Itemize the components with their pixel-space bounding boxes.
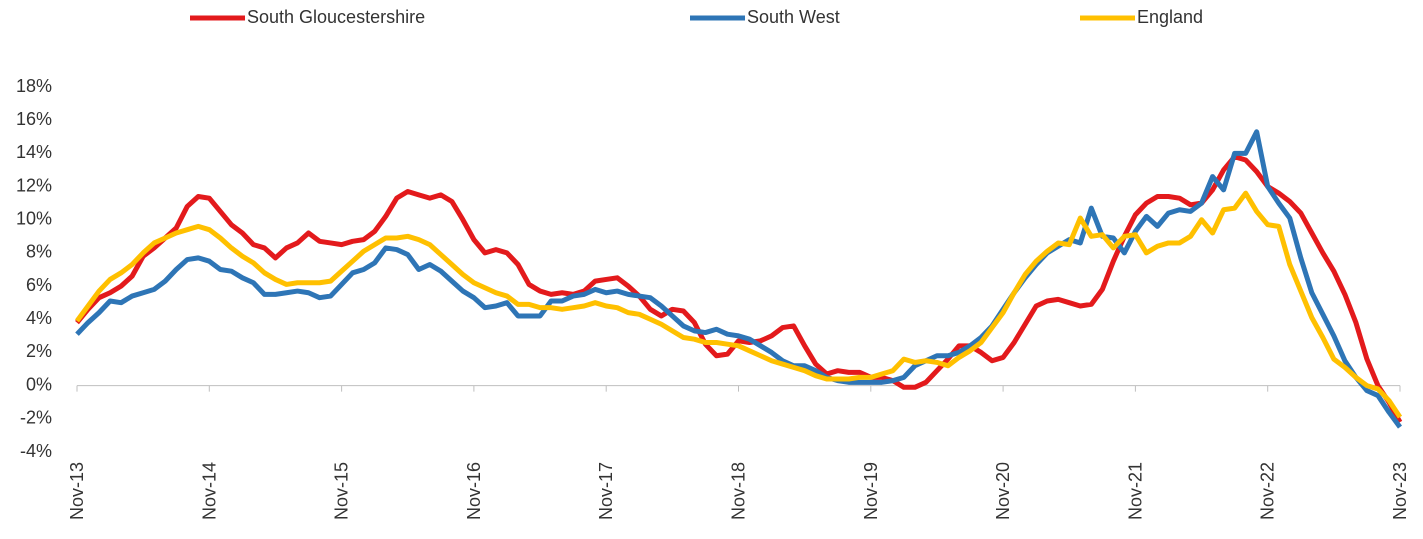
x-tick-label: Nov-22 xyxy=(1258,462,1278,520)
x-tick-label: Nov-17 xyxy=(596,462,616,520)
y-tick-label: 8% xyxy=(26,242,52,262)
y-tick-label: 4% xyxy=(26,308,52,328)
x-tick-label: Nov-16 xyxy=(464,462,484,520)
legend-label: England xyxy=(1137,7,1203,27)
x-tick-label: Nov-15 xyxy=(332,462,352,520)
series-line xyxy=(75,154,1403,424)
y-tick-label: 2% xyxy=(26,341,52,361)
y-tick-label: 16% xyxy=(16,109,52,129)
series-line xyxy=(75,129,1403,429)
y-tick-label: 0% xyxy=(26,374,52,394)
x-tick-label: Nov-14 xyxy=(199,462,219,520)
y-tick-label: 12% xyxy=(16,175,52,195)
legend-label: South West xyxy=(747,7,840,27)
x-tick-label: Nov-18 xyxy=(729,462,749,520)
y-tick-label: 14% xyxy=(16,142,52,162)
x-tick-label: Nov-13 xyxy=(67,462,87,520)
x-tick-label: Nov-21 xyxy=(1125,462,1145,520)
x-tick-label: Nov-20 xyxy=(993,462,1013,520)
legend-label: South Gloucestershire xyxy=(247,7,425,27)
y-tick-label: 18% xyxy=(16,76,52,96)
x-tick-label: Nov-23 xyxy=(1390,462,1410,520)
y-tick-label: 6% xyxy=(26,275,52,295)
x-tick-label: Nov-19 xyxy=(861,462,881,520)
y-tick-label: -4% xyxy=(20,441,52,461)
y-tick-label: 10% xyxy=(16,208,52,228)
y-tick-label: -2% xyxy=(20,408,52,428)
series-line xyxy=(74,190,1403,419)
